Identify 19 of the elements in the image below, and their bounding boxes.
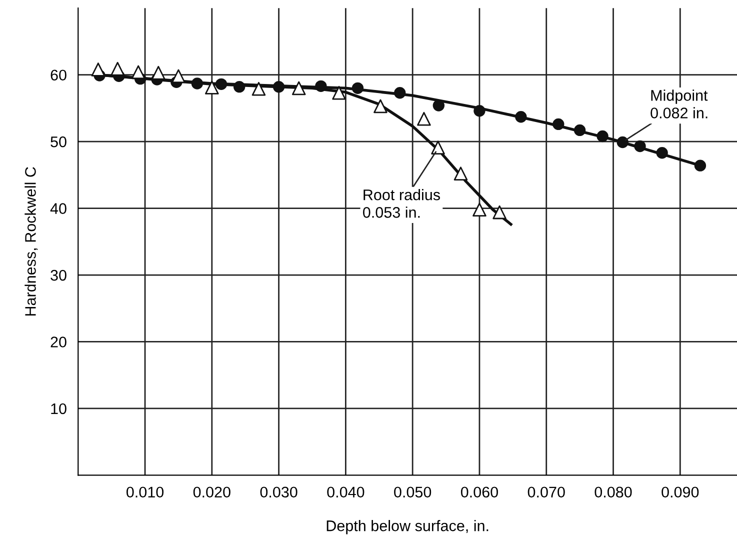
x-tick-label: 0.010 (126, 486, 164, 498)
x-tick-label: 0.060 (460, 486, 498, 498)
y-tick-label: 20 (50, 336, 66, 348)
y-tick-label: 60 (50, 70, 66, 81)
annotation: Root radius 0.053 in. (363, 189, 440, 218)
x-tick-label: 0.090 (662, 486, 699, 498)
x-axis-title: Depth below surface, in. (326, 520, 488, 534)
x-tick-label: 0.080 (594, 486, 632, 498)
x-tick-label: 0.020 (193, 486, 230, 498)
y-tick-label: 30 (50, 270, 66, 281)
y-tick-label: 40 (50, 203, 66, 214)
annotation: Midpoint 0.082 in. (650, 90, 708, 118)
y-tick-label: 50 (50, 136, 66, 148)
x-tick-label: 0.070 (528, 486, 565, 498)
x-tick-label: 0.040 (327, 486, 364, 498)
x-tick-label: 0.030 (260, 486, 298, 498)
y-tick-label: 10 (51, 403, 66, 414)
x-tick-label: 0.050 (394, 486, 432, 498)
y-axis-title: Hardness, Rockwell C (24, 167, 38, 316)
